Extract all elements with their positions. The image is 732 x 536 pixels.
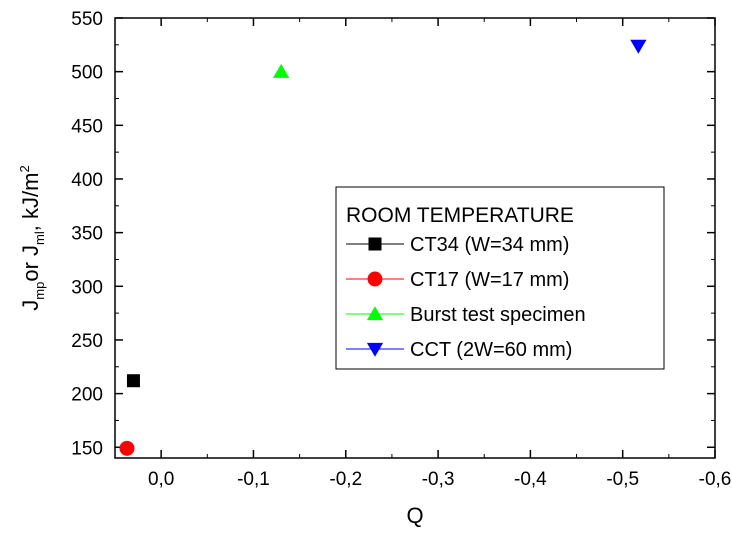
data-point [119, 440, 135, 456]
y-axis-title-part: J [18, 300, 43, 311]
legend: ROOM TEMPERATURE CT34 (W=34 mm) CT17 (W=1… [335, 186, 665, 370]
y-axis-title-part: , kJ/m [18, 173, 43, 232]
legend-title: ROOM TEMPERATURE [346, 204, 574, 227]
y-tick-labels: 150 200 250 300 350 400 450 500 550 [71, 9, 103, 459]
x-tick-label: -0,5 [606, 469, 639, 490]
x-tick-labels: 0,0 -0,1 -0,2 -0,3 -0,4 -0,5 -0,6 [148, 469, 731, 490]
y-tick-label: 350 [71, 224, 103, 245]
y-axis-title: Jmpor Jml, kJ/m2 [17, 165, 47, 310]
legend-label: CT17 (W=17 mm) [410, 269, 569, 291]
x-tick-label: -0,3 [422, 469, 455, 490]
y-tick-label: 550 [71, 9, 103, 30]
y-tick-label: 150 [71, 438, 103, 459]
x-axis-title: Q [406, 503, 423, 528]
y-axis-title-subscript: ml [32, 231, 47, 245]
y-axis-title-subscript: mp [32, 282, 47, 300]
legend-marker [366, 342, 384, 357]
x-tick-label: -0,1 [237, 469, 270, 490]
legend-label: Burst test specimen [410, 304, 586, 326]
legend-entries: CT34 (W=34 mm) CT17 (W=17 mm) Burst test s… [346, 234, 586, 361]
data-point [630, 39, 647, 54]
y-tick-label: 500 [71, 63, 103, 84]
x-tick-label: -0,2 [329, 469, 362, 490]
legend-marker [367, 271, 383, 287]
y-tick-label: 200 [71, 385, 103, 406]
x-tick-label: -0,6 [699, 469, 732, 490]
x-tick-label: 0,0 [148, 469, 174, 490]
y-tick-label: 400 [71, 170, 103, 191]
y-tick-label: 450 [71, 116, 103, 137]
data-points [119, 39, 647, 456]
x-tick-label: -0,4 [514, 469, 547, 490]
legend-marker [366, 306, 384, 321]
y-tick-label: 300 [71, 277, 103, 298]
y-axis-title-superscript: 2 [17, 165, 32, 172]
legend-label: CCT (2W=60 mm) [410, 339, 572, 361]
legend-box [335, 186, 665, 370]
data-point [273, 63, 290, 78]
legend-marker [368, 237, 382, 251]
data-point [126, 374, 140, 388]
plot-frame [114, 17, 716, 459]
y-tick-label: 250 [71, 331, 103, 352]
legend-label: CT34 (W=34 mm) [410, 234, 569, 256]
y-axis-title-part: or J [18, 245, 43, 282]
